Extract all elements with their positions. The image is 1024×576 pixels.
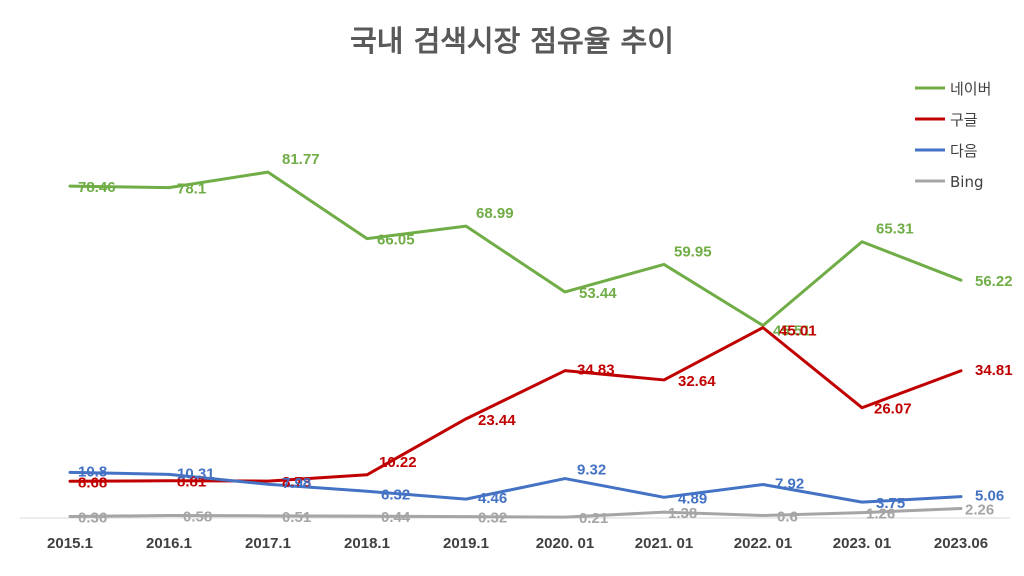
data-label: 0.58 [183,509,212,526]
data-label: 10.31 [177,465,215,482]
data-label: 8.68 [78,474,107,491]
data-label: 45.51 [773,322,811,339]
data-label: 1.26 [866,506,895,523]
series-line-0 [68,170,963,327]
series-line-1 [68,326,963,483]
x-tick-label: 2017.1 [245,535,291,552]
series-line-2 [68,470,963,504]
data-label: 0.6 [777,508,798,525]
legend-label-3: Bing [950,173,984,191]
x-tick-label: 2022. 01 [734,535,792,552]
x-tick-label: 2021. 01 [635,535,693,552]
data-label: 34.81 [975,362,1013,379]
data-label: 45.01 [779,323,817,340]
data-label: 4.89 [678,490,707,507]
data-label: 0.32 [478,510,507,527]
data-label: 1.38 [668,505,697,522]
chart-title: 국내 검색시장 점유율 추이 [350,24,674,58]
data-label: 78.46 [78,179,116,196]
data-label: 5.06 [975,488,1004,505]
data-label: 2.26 [965,501,994,518]
data-label: 7.92 [775,475,804,492]
legend-label-2: 다음 [950,142,978,160]
x-tick-label: 2019.1 [443,535,489,552]
data-label: 0.44 [381,509,411,526]
data-label: 0.21 [579,510,608,527]
data-label: 23.44 [478,412,516,429]
data-label: 10.8 [78,463,107,480]
series-line-3 [68,506,963,519]
legend-label-1: 구글 [950,111,978,129]
x-tick-label: 2020. 01 [536,535,594,552]
x-tick-label: 2023. 01 [833,535,891,552]
data-label: 78.1 [177,181,206,198]
data-label: 10.22 [379,454,417,471]
data-label: 34.83 [577,362,615,379]
x-tick-label: 2016.1 [146,535,192,552]
data-label: 53.44 [579,285,617,302]
data-label: 26.07 [874,401,912,418]
data-label: 68.99 [476,205,514,222]
data-label: 9.32 [577,462,606,479]
data-label: 32.64 [678,373,716,390]
data-label: 8.73 [282,474,311,491]
data-label: 0.36 [78,509,107,526]
data-label: 0.51 [282,509,311,526]
x-tick-label: 2018.1 [344,535,390,552]
x-tick-label: 2023.06 [934,535,988,552]
legend-label-0: 네이버 [950,80,991,98]
data-label: 7.98 [282,475,311,492]
data-label: 59.95 [674,243,712,260]
data-label: 6.32 [381,486,410,503]
data-label: 81.77 [282,151,320,168]
data-label: 56.22 [975,273,1013,290]
data-label: 8.81 [177,474,206,491]
x-tick-label: 2015.1 [47,535,93,552]
data-label: 66.05 [377,232,415,249]
data-label: 65.31 [876,221,914,238]
data-label: 4.46 [478,490,507,507]
data-label: 3.75 [876,495,905,512]
